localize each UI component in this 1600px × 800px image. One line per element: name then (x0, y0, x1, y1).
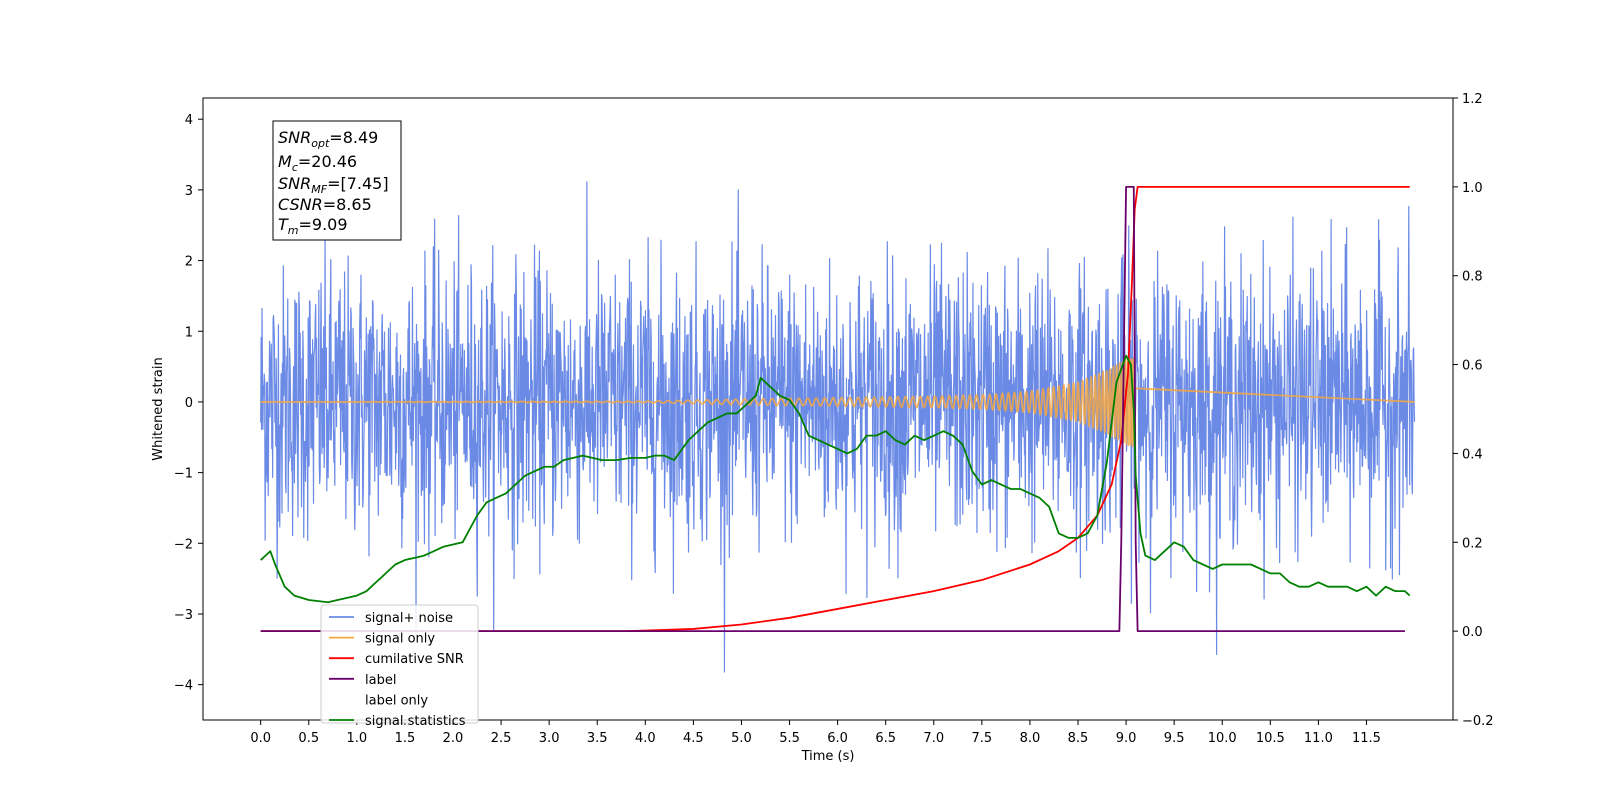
legend-entry: signal+ noise (329, 611, 453, 626)
series-signal-noise (260, 181, 1416, 673)
y2-tick-label: 0.6 (1462, 359, 1483, 374)
y2-tick-label: 0.0 (1462, 625, 1483, 640)
legend-entry: label only (365, 693, 428, 708)
legend-label: signal+ noise (365, 611, 453, 626)
x-tick-label: 0.5 (298, 731, 319, 746)
x-tick-label: 9.5 (1164, 731, 1185, 746)
x-tick-label: 5.5 (779, 731, 800, 746)
x-tick-label: 9.0 (1116, 731, 1137, 746)
stats-box: SNRopt=8.49 Mc=20.46 SNRMF=[7.45] CSNR=8… (272, 120, 402, 241)
legend-frame (320, 604, 479, 724)
x-tick-label: 4.0 (635, 731, 656, 746)
x-axis-label: Time (s) (801, 749, 855, 764)
legend-label: label only (365, 693, 428, 708)
legend-entry: cumilative SNR (329, 652, 464, 667)
series-label (260, 185, 1405, 633)
stat-snr-mf: SNRMF=[7.45] (278, 174, 389, 196)
y-tick-label: −3 (174, 608, 193, 623)
x-tick-label: 4.5 (683, 731, 704, 746)
y-tick-label: 1 (185, 325, 193, 340)
y2-tick-label: 0.4 (1462, 447, 1483, 462)
y-tick-label: 4 (185, 113, 193, 128)
y2-tick-label: 0.2 (1462, 536, 1483, 551)
stat-csnr: CSNR=8.65 (278, 195, 372, 214)
plot-frame (202, 97, 1454, 721)
x-tick-label: 3.0 (539, 731, 560, 746)
legend-entry: signal only (329, 632, 435, 647)
legend-entry: signal statistics (329, 714, 466, 729)
y-tick-label: 2 (185, 255, 193, 270)
x-tick-label: 6.0 (827, 731, 848, 746)
x-tick-label: 0.0 (250, 731, 271, 746)
y-tick-label: −2 (174, 537, 193, 552)
x-tick-label: 11.5 (1352, 731, 1381, 746)
x-tick-label: 10.5 (1256, 731, 1285, 746)
legend-label: cumilative SNR (365, 652, 464, 667)
x-tick-label: 11.0 (1304, 731, 1333, 746)
legend-entry: label (329, 673, 396, 688)
x-tick-label: 2.0 (443, 731, 464, 746)
x-tick-label: 1.0 (347, 731, 368, 746)
x-tick-label: 7.0 (923, 731, 944, 746)
stat-mc: Mc=20.46 (278, 152, 357, 174)
legend-label: label (365, 673, 396, 688)
x-tick-label: 8.0 (1020, 731, 1041, 746)
y-axis-label: Whitened strain (151, 357, 166, 460)
legend-label: signal statistics (365, 714, 466, 729)
stat-snr-opt: SNRopt=8.49 (278, 128, 378, 150)
x-tick-label: 6.5 (875, 731, 896, 746)
y-tick-label: 3 (185, 184, 193, 199)
x-tick-label: 2.5 (491, 731, 512, 746)
y2-tick-label: 1.0 (1462, 181, 1483, 196)
y2-tick-label: 0.8 (1462, 270, 1483, 285)
series-signal-only (260, 357, 1415, 448)
y2-tick-label: −0.2 (1462, 714, 1494, 729)
y-tick-label: 0 (185, 396, 193, 411)
stat-tm: Tm=9.09 (278, 215, 348, 237)
y2-tick-label: 1.2 (1462, 92, 1483, 107)
x-tick-label: 3.5 (587, 731, 608, 746)
y-tick-label: −4 (174, 679, 193, 694)
x-tick-label: 8.5 (1068, 731, 1089, 746)
x-tick-label: 7.5 (972, 731, 993, 746)
x-tick-label: 5.0 (731, 731, 752, 746)
x-tick-label: 1.5 (395, 731, 416, 746)
y-tick-label: −1 (174, 467, 193, 482)
legend-label: signal only (365, 632, 435, 647)
series-signal-statistics (260, 354, 1411, 604)
x-tick-label: 10.0 (1208, 731, 1237, 746)
legend: signal+ noise signal only cumilative SNR la… (320, 604, 479, 729)
